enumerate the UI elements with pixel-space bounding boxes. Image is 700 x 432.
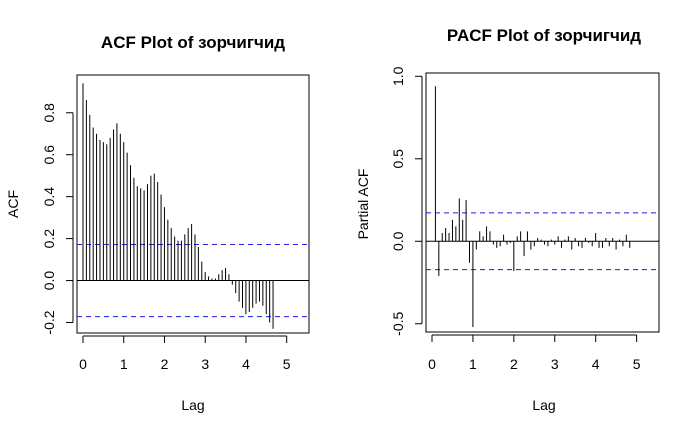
pacf-plot-frame (425, 72, 660, 333)
acf-y-tick-label: 0.6 (41, 145, 57, 165)
acf-y-axis-label: ACF (5, 190, 21, 218)
acf-x-tick-label: 5 (283, 356, 291, 372)
pacf-x-tick-label: 2 (510, 356, 518, 372)
acf-x-tick-label: 0 (79, 356, 87, 372)
pacf-x-tick-label: 5 (633, 356, 641, 372)
pacf-x-tick-label: 1 (469, 356, 477, 372)
pacf-x-tick-label: 4 (592, 356, 600, 372)
acf-y-tick-label: -0.2 (41, 310, 57, 334)
acf-y-tick-label: 0.4 (41, 187, 57, 207)
pacf-panel: PACF Plot of зорчигчид Lag Partial ACF 0… (355, 26, 660, 413)
acf-title: ACF Plot of зорчигчид (101, 33, 285, 52)
pacf-y-tick-label: 0.0 (390, 231, 406, 251)
acf-x-axis-label: Lag (181, 397, 204, 413)
pacf-y-tick-label: 1.0 (390, 66, 406, 86)
pacf-x-axis-label: Lag (532, 397, 555, 413)
acf-y-tick-label: 0.8 (41, 103, 57, 123)
acf-x-tick-label: 3 (201, 356, 209, 372)
acf-y-tick-label: 0.0 (41, 271, 57, 291)
pacf-title: PACF Plot of зорчигчид (447, 26, 641, 45)
acf-x-tick-label: 4 (242, 356, 250, 372)
pacf-y-tick-label: -0.5 (390, 311, 406, 335)
pacf-x-tick-label: 3 (551, 356, 559, 372)
acf-panel: ACF Plot of зорчигчид Lag ACF 0 1 2 3 4 5 -0.2… (5, 33, 310, 413)
acf-x-tick-label: 2 (161, 356, 169, 372)
pacf-x-tick-label: 0 (428, 356, 436, 372)
acf-plot-frame (76, 74, 310, 334)
pacf-y-axis-label: Partial ACF (355, 169, 371, 240)
acf-x-tick-label: 1 (120, 356, 128, 372)
acf-y-tick-label: 0.2 (41, 229, 57, 249)
pacf-y-tick-label: 0.5 (390, 149, 406, 169)
